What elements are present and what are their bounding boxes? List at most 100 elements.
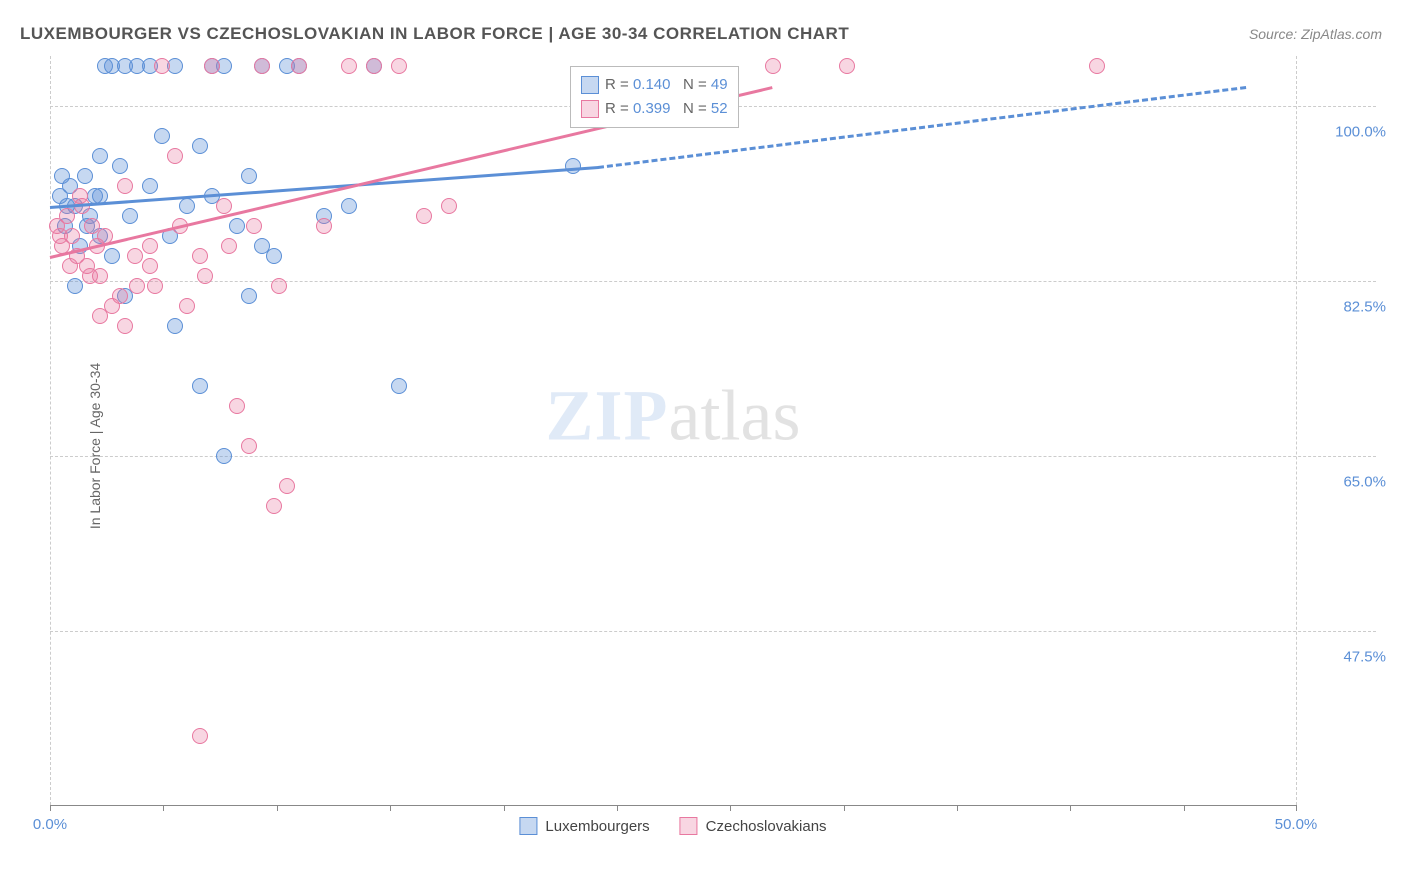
scatter-point	[241, 288, 257, 304]
scatter-point	[82, 268, 98, 284]
scatter-point	[391, 58, 407, 74]
scatter-point	[266, 248, 282, 264]
scatter-point	[167, 148, 183, 164]
legend-row: R = 0.140 N = 49	[581, 73, 728, 97]
scatter-point	[92, 308, 108, 324]
scatter-point	[179, 298, 195, 314]
scatter-point	[241, 438, 257, 454]
legend-swatch	[581, 76, 599, 94]
plot-inner: 100.0%82.5%65.0%47.5%0.0%50.0%	[50, 56, 1296, 805]
x-tick-mark	[844, 805, 845, 811]
scatter-point	[62, 258, 78, 274]
bottom-legend-label: Luxembourgers	[545, 818, 649, 835]
scatter-point	[122, 208, 138, 224]
scatter-point	[142, 238, 158, 254]
x-tick-label: 0.0%	[33, 816, 67, 833]
scatter-point	[154, 58, 170, 74]
scatter-point	[229, 218, 245, 234]
scatter-point	[167, 318, 183, 334]
x-tick-mark	[163, 805, 164, 811]
legend-row: R = 0.399 N = 52	[581, 97, 728, 121]
scatter-point	[391, 378, 407, 394]
scatter-point	[241, 168, 257, 184]
x-tick-mark	[50, 805, 51, 811]
scatter-point	[341, 58, 357, 74]
x-tick-mark	[617, 805, 618, 811]
scatter-point	[192, 728, 208, 744]
x-tick-mark	[957, 805, 958, 811]
scatter-point	[92, 148, 108, 164]
scatter-point	[117, 318, 133, 334]
scatter-point	[1089, 58, 1105, 74]
scatter-point	[104, 248, 120, 264]
scatter-point	[839, 58, 855, 74]
x-tick-mark	[730, 805, 731, 811]
scatter-point	[197, 268, 213, 284]
scatter-point	[117, 178, 133, 194]
scatter-point	[142, 258, 158, 274]
x-tick-mark	[277, 805, 278, 811]
y-tick-label: 65.0%	[1343, 474, 1386, 491]
scatter-point	[279, 478, 295, 494]
scatter-point	[67, 278, 83, 294]
grid-line-horizontal	[50, 631, 1376, 632]
scatter-point	[221, 238, 237, 254]
scatter-point	[59, 208, 75, 224]
scatter-point	[254, 58, 270, 74]
bottom-legend-item: Czechoslovakians	[680, 817, 827, 835]
bottom-legend: Luxembourgers Czechoslovakians	[519, 817, 826, 835]
x-tick-mark	[1184, 805, 1185, 811]
scatter-point	[77, 168, 93, 184]
scatter-point	[565, 158, 581, 174]
plot-area: 100.0%82.5%65.0%47.5%0.0%50.0% ZIPatlas …	[50, 56, 1296, 806]
scatter-point	[291, 58, 307, 74]
x-tick-mark	[1070, 805, 1071, 811]
scatter-point	[52, 228, 68, 244]
legend-swatch	[519, 817, 537, 835]
y-tick-label: 47.5%	[1343, 649, 1386, 666]
x-tick-mark	[1296, 805, 1297, 811]
scatter-point	[254, 238, 270, 254]
grid-line-vertical	[50, 56, 51, 805]
legend-swatch	[581, 100, 599, 118]
scatter-point	[271, 278, 287, 294]
scatter-point	[216, 448, 232, 464]
scatter-point	[112, 158, 128, 174]
scatter-point	[127, 248, 143, 264]
y-tick-label: 82.5%	[1343, 299, 1386, 316]
scatter-point	[179, 198, 195, 214]
chart-title: LUXEMBOURGER VS CZECHOSLOVAKIAN IN LABOR…	[20, 24, 849, 44]
scatter-point	[112, 288, 128, 304]
bottom-legend-label: Czechoslovakians	[706, 818, 827, 835]
y-tick-label: 100.0%	[1335, 124, 1386, 141]
grid-line-horizontal	[50, 456, 1376, 457]
x-tick-label: 50.0%	[1275, 816, 1318, 833]
correlation-legend: R = 0.140 N = 49R = 0.399 N = 52	[570, 66, 739, 128]
x-tick-mark	[504, 805, 505, 811]
scatter-point	[441, 198, 457, 214]
scatter-point	[192, 138, 208, 154]
scatter-point	[142, 178, 158, 194]
scatter-point	[316, 218, 332, 234]
scatter-point	[154, 128, 170, 144]
legend-text: R = 0.399 N = 52	[605, 97, 728, 121]
grid-line-vertical	[1296, 56, 1297, 805]
scatter-point	[765, 58, 781, 74]
source-label: Source: ZipAtlas.com	[1249, 26, 1382, 42]
scatter-point	[416, 208, 432, 224]
bottom-legend-item: Luxembourgers	[519, 817, 649, 835]
scatter-point	[229, 398, 245, 414]
scatter-point	[216, 198, 232, 214]
scatter-point	[72, 188, 88, 204]
grid-line-horizontal	[50, 281, 1376, 282]
scatter-point	[54, 168, 70, 184]
scatter-point	[341, 198, 357, 214]
scatter-point	[147, 278, 163, 294]
scatter-point	[192, 248, 208, 264]
scatter-point	[246, 218, 262, 234]
scatter-point	[204, 58, 220, 74]
legend-text: R = 0.140 N = 49	[605, 73, 728, 97]
scatter-point	[366, 58, 382, 74]
scatter-point	[192, 378, 208, 394]
x-tick-mark	[390, 805, 391, 811]
